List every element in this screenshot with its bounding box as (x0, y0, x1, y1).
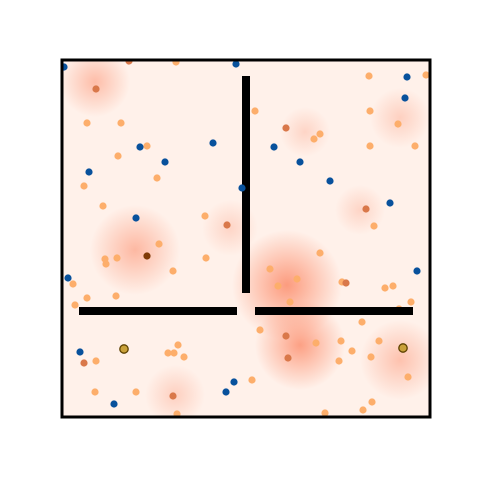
item-light (102, 260, 109, 267)
agent-marker (270, 143, 277, 150)
agent-marker (230, 378, 237, 385)
item-light (164, 349, 171, 356)
item-light (316, 130, 323, 137)
item-medium (362, 205, 369, 212)
item-light (251, 107, 258, 114)
item-light (381, 284, 388, 291)
item-light (112, 292, 119, 299)
agent-marker (238, 184, 245, 191)
item-light (143, 142, 150, 149)
agent-marker (64, 274, 71, 281)
item-light (365, 72, 372, 79)
item-medium (169, 392, 176, 399)
item-light (358, 318, 365, 325)
agent-marker (222, 388, 229, 395)
heat-spot (370, 88, 430, 148)
item-light (389, 282, 396, 289)
item-light (370, 222, 377, 229)
item-light (155, 240, 162, 247)
agent-marker (132, 214, 139, 221)
item-light (394, 120, 401, 127)
item-light (367, 353, 374, 360)
item-light (335, 357, 342, 364)
item-medium (80, 359, 87, 366)
item-light (256, 326, 263, 333)
item-light (132, 388, 139, 395)
item-light (337, 337, 344, 344)
agent-marker (413, 267, 420, 274)
item-light (83, 119, 90, 126)
item-light (310, 135, 317, 142)
item-light (368, 398, 375, 405)
item-medium (282, 332, 289, 339)
item-light (404, 373, 411, 380)
item-medium (342, 279, 349, 286)
agent-marker (76, 348, 83, 355)
agent-marker (403, 73, 410, 80)
item-light (348, 347, 355, 354)
heat-spot (335, 185, 385, 235)
agent-marker (110, 400, 117, 407)
arena (60, 47, 440, 425)
item-light (312, 339, 319, 346)
item-medium (223, 221, 230, 228)
item-light (92, 357, 99, 364)
agent-marker (386, 199, 393, 206)
item-medium (92, 85, 99, 92)
agent-marker (161, 158, 168, 165)
item-light (411, 142, 418, 149)
agent-marker (209, 139, 216, 146)
goal-marker (399, 344, 407, 352)
item-light (113, 254, 120, 261)
agent-marker (85, 168, 92, 175)
item-light (359, 406, 366, 413)
item-light (202, 254, 209, 261)
agent-marker (296, 158, 303, 165)
item-light (117, 119, 124, 126)
item-light (80, 182, 87, 189)
item-medium (282, 124, 289, 131)
item-light (169, 267, 176, 274)
item-dark (143, 252, 150, 259)
item-light (180, 353, 187, 360)
item-light (286, 298, 293, 305)
item-light (366, 107, 373, 114)
item-light (174, 341, 181, 348)
item-light (248, 376, 255, 383)
item-light (366, 142, 373, 149)
item-light (69, 280, 76, 287)
item-light (274, 282, 281, 289)
agent-marker (136, 143, 143, 150)
item-light (114, 152, 121, 159)
item-light (71, 301, 78, 308)
item-light (266, 265, 273, 272)
goal-marker (120, 345, 128, 353)
item-light (407, 298, 414, 305)
item-light (83, 294, 90, 301)
item-light (153, 174, 160, 181)
item-light (375, 337, 382, 344)
item-light (293, 275, 300, 282)
agent-marker (326, 177, 333, 184)
agent-marker (401, 94, 408, 101)
item-light (91, 388, 98, 395)
item-light (201, 212, 208, 219)
item-light (316, 249, 323, 256)
item-medium (284, 354, 291, 361)
item-light (99, 202, 106, 209)
